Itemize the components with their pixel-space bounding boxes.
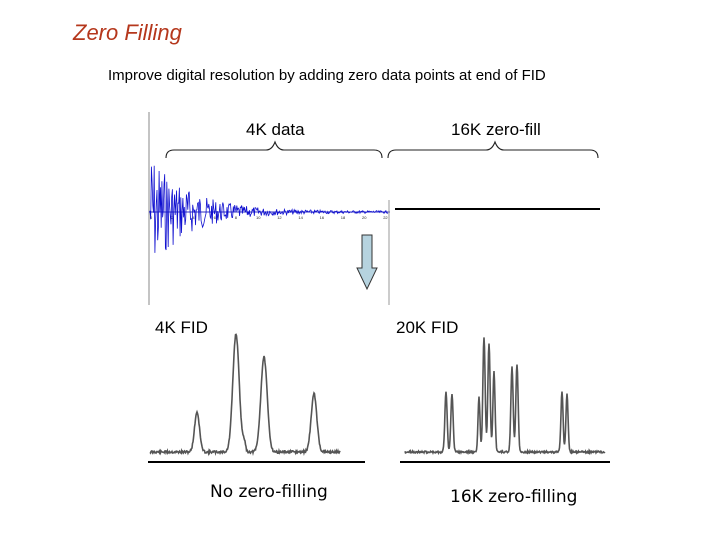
- fid-tick-label: 14: [298, 215, 303, 220]
- fid-tick-label: 16: [320, 215, 325, 220]
- slide-subtitle: Improve digital resolution by adding zer…: [108, 67, 546, 84]
- fid-axis-ticks: 0 2 4 6 8 10 12 14 16 18 20 22: [150, 215, 388, 220]
- fid-tick-label: 10: [256, 215, 261, 220]
- spectrum-4k-fid: [149, 333, 341, 457]
- fid-tick-label: 4: [192, 215, 195, 220]
- caption-16k-zero-filling: 16K zero-filling: [450, 487, 578, 507]
- label-4k-data: 4K data: [246, 120, 305, 139]
- fid-tick-label: 20: [362, 215, 367, 220]
- fid-tick-label: 12: [277, 215, 282, 220]
- fid-tick-label: 22: [383, 215, 388, 220]
- slide-title: Zero Filling: [73, 20, 182, 45]
- label-20k-fid: 20K FID: [396, 318, 459, 337]
- fid-tick-label: 0: [150, 215, 153, 220]
- fid-signal: [149, 165, 389, 253]
- brace-4k-data: [165, 140, 383, 159]
- brace-16k-zero-fill: [387, 140, 599, 159]
- spectrum-20k-fid: [404, 337, 606, 456]
- caption-no-zero-filling: No zero-filling: [210, 482, 328, 502]
- fid-tick-label: 18: [341, 215, 346, 220]
- down-arrow-icon: [356, 234, 378, 291]
- label-4k-fid: 4K FID: [155, 318, 208, 337]
- fid-tick-label: 6: [214, 215, 217, 220]
- fid-tick-label: 8: [235, 215, 238, 220]
- label-16k-zero-fill: 16K zero-fill: [451, 120, 541, 139]
